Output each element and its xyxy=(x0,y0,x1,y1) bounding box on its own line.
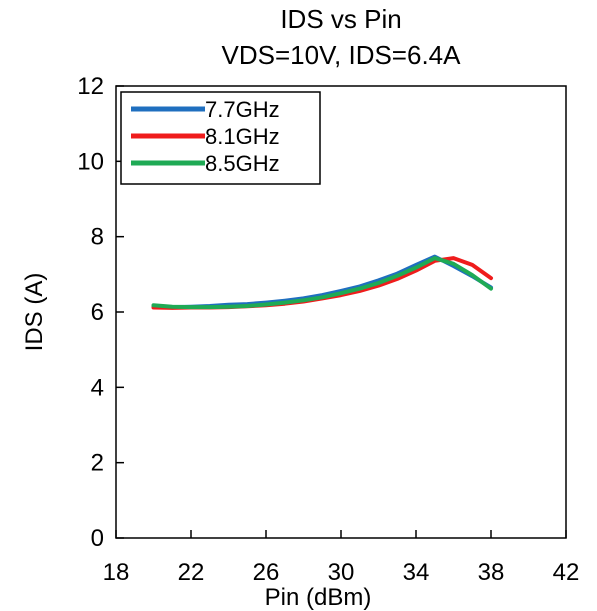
series-line-8-5ghz xyxy=(151,256,493,310)
y-tick-label: 4 xyxy=(91,374,104,401)
x-axis-label: Pin (dBm) xyxy=(265,584,372,611)
x-tick-label: 34 xyxy=(403,559,430,586)
chart-title-line-1: IDS vs Pin xyxy=(280,4,401,34)
y-tick-label: 10 xyxy=(77,148,104,175)
chart-title-line-2: VDS=10V, IDS=6.4A xyxy=(222,40,462,70)
x-tick-label: 30 xyxy=(328,559,355,586)
y-tick-label: 6 xyxy=(91,299,104,326)
y-tick-label: 0 xyxy=(91,525,104,552)
y-axis-label: IDS (A) xyxy=(21,273,48,352)
x-tick-label: 26 xyxy=(253,559,280,586)
x-tick-label: 38 xyxy=(478,559,505,586)
y-tick-label: 2 xyxy=(91,450,104,477)
legend-label: 8.5GHz xyxy=(205,151,280,176)
x-tick-label: 42 xyxy=(553,559,580,586)
y-tick-label: 12 xyxy=(77,73,104,100)
x-tick-label: 22 xyxy=(178,559,205,586)
y-tick-label: 8 xyxy=(91,224,104,251)
x-tick-label: 18 xyxy=(103,559,130,586)
legend-label: 8.1GHz xyxy=(205,124,280,149)
legend-label: 7.7GHz xyxy=(205,97,280,122)
